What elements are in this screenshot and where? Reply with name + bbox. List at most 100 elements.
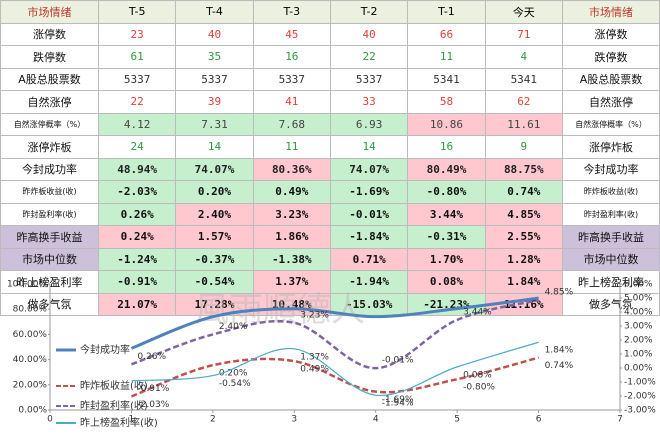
cell: 5341 [407,67,486,91]
cell: 0.71% [329,247,409,271]
y-tick-label: 20.00% [13,380,48,390]
cell: 0.08% [407,270,486,294]
y2-tick-label: 2.00% [624,336,653,346]
cell: 33 [329,90,409,114]
cell: 11 [252,135,331,159]
cell: 2.55% [484,225,564,249]
header-row: 市场情绪 T-5 T-4 T-3 T-2 T-1 今天 市场情绪 [0,0,660,24]
y-tick-label: 0.00% [18,406,47,416]
cell: 3.23% [252,202,331,226]
cell: 74.07% [329,157,409,181]
cell: 61 [97,45,177,69]
cell: 1.70% [407,247,486,271]
cell: 10.86 [407,112,486,136]
cell: 16 [407,135,486,159]
cell: 80.36% [252,157,331,181]
cell: 58 [407,90,486,114]
row-label: 昨高换手收益 [0,225,99,249]
row-label: 自然涨停概率（%） [0,112,99,136]
cell: 45 [252,22,331,46]
data-label: -0.80% [463,383,495,393]
cell: 66 [407,22,486,46]
y2-tick-label: 4.00% [624,308,653,318]
y2-tick-label: 1.00% [624,350,653,360]
table-row: 自然涨停 22 39 41 33 58 62 自然涨停 [0,90,660,114]
cell: -0.54% [175,270,254,294]
row-label: 自然涨停 [0,90,99,114]
cell: -1.38% [252,247,331,271]
cell: 7.31 [175,112,254,136]
row-label: 昨封盈利率(收) [0,202,99,226]
y2-tick-label: 0.00% [624,364,653,374]
legend-label: 昨炸板收益(收) [80,379,148,392]
cell: 2.40% [175,202,254,226]
cell: 24 [97,135,177,159]
y2-tick-label: 5.00% [624,294,653,304]
header-cell: T-5 [97,0,177,24]
row-label: 今封成功率 [0,157,99,181]
cell: 40 [175,22,254,46]
cell: 71 [484,22,564,46]
cell: 4 [484,45,564,69]
data-label: 0.08% [463,370,492,380]
cell: 0.49% [252,180,331,204]
table-row: A股总股票数 5337 5337 5337 5337 5341 5341 A股总股票数 [0,67,660,91]
y-tick-label: 100.00% [7,280,47,290]
cell: -0.91% [97,270,177,294]
row-label: 市场中位数 [0,247,99,271]
row-label: 昨炸板收益(收) [562,180,660,204]
header-cell: T-3 [252,0,331,24]
cell: 22 [329,45,409,69]
y-tick-label: 40.00% [13,355,48,365]
data-label: 2.40% [219,322,248,332]
table-row: 昨炸板收益(收) -2.03% 0.20% 0.49% -1.69% -0.80% 0.74… [0,180,660,204]
cell: 14 [175,135,254,159]
cell: 4.85% [484,202,564,226]
y2-tick-label: -3.00% [624,406,656,416]
legend-label: 今封成功率 [80,343,130,356]
table-row: 昨高换手收益 0.24% 1.57% 1.86% -1.84% -0.31% 2.55% 昨高… [0,225,660,249]
data-label: -0.91% [137,384,169,394]
cell: 88.75% [484,157,564,181]
cell: -0.31% [407,225,486,249]
data-label: -2.03% [137,400,169,410]
x-tick-label: 0 [47,415,53,425]
cell: 1.57% [175,225,254,249]
x-tick-label: 3 [291,415,297,425]
row-label: 涨停炸板 [562,135,660,159]
row-label: 昨封盈利率(收) [562,202,660,226]
data-label: 0.26% [137,352,166,362]
table-row: 自然涨停概率（%） 4.12 7.31 7.68 6.93 10.86 11.61 自然涨停概… [0,112,660,136]
cell: -1.24% [97,247,177,271]
cell: 1.84% [484,270,564,294]
header-cell: T-2 [329,0,409,24]
header-cell: 市场情绪 [562,0,660,24]
cell: 5337 [97,67,177,91]
cell: 23 [97,22,177,46]
row-label: 自然涨停概率（%） [562,112,660,136]
x-tick-label: 1 [129,415,135,425]
cell: 1.86% [252,225,331,249]
table-row: 市场中位数 -1.24% -0.37% -1.38% 0.71% 1.70% 1.28% 市场… [0,247,660,271]
y-tick-label: 80.00% [13,305,48,315]
cell: 35 [175,45,254,69]
table-row: 今封成功率 48.94% 74.07% 80.36% 74.07% 80.49% 88.75… [0,157,660,181]
cell: -0.01% [329,202,409,226]
header-cell: T-1 [407,0,486,24]
cell: 5337 [175,67,254,91]
row-label: 做多气氛 [562,292,660,316]
cell: -1.94% [329,270,409,294]
cell: 14 [329,135,409,159]
cell: 62 [484,90,564,114]
data-label: 0.74% [545,361,574,371]
cell: -1.84% [329,225,409,249]
row-label: 涨停炸板 [0,135,99,159]
cell: 80.49% [407,157,486,181]
cell: 74.07% [175,157,254,181]
series-line [131,341,539,396]
x-tick-label: 4 [373,415,379,425]
y2-tick-label: -2.00% [624,392,656,402]
cell: 5337 [252,67,331,91]
table-row: 跌停数 61 35 16 22 11 4 跌停数 [0,45,660,69]
